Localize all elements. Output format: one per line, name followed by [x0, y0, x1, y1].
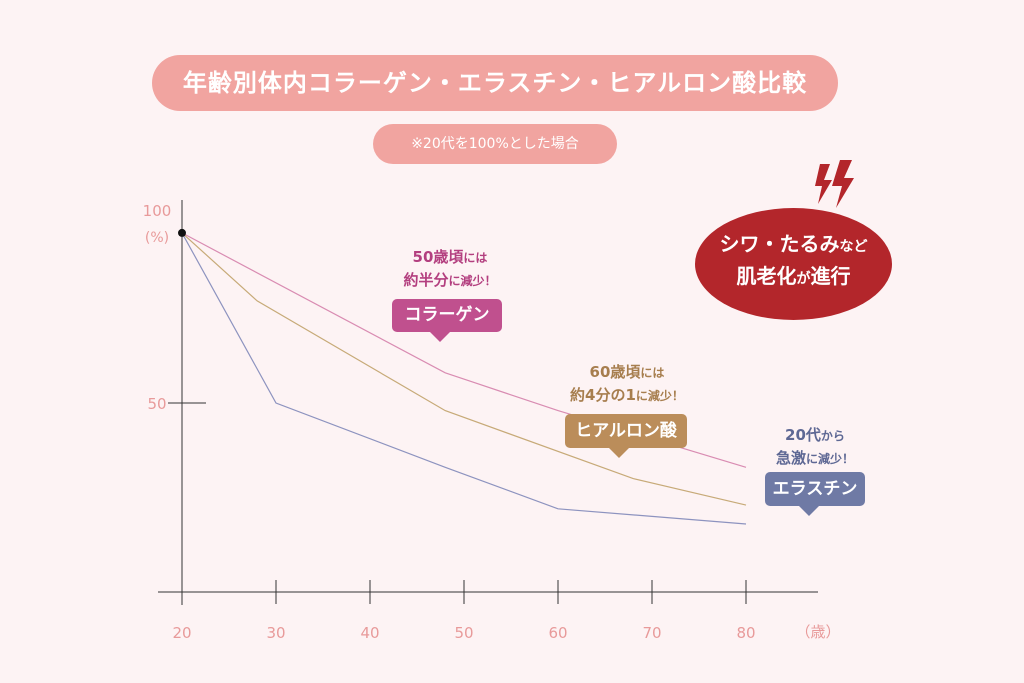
note-text-small: に減少！	[635, 389, 684, 403]
y-tick-label: 50	[147, 395, 166, 413]
note-text-small: に減少！	[448, 274, 497, 288]
collagen-note: 50歳頃には 約半分に減少！	[385, 246, 515, 292]
elastin-label-text: エラスチン	[772, 479, 858, 499]
badge-text-small: が	[796, 271, 811, 287]
elastin-label: エラスチン	[765, 472, 865, 516]
note-text: 50歳頃	[412, 248, 464, 266]
elastin-label-tail	[799, 506, 819, 516]
note-text-small: には	[640, 366, 665, 380]
note-text-small: には	[463, 251, 488, 265]
chart-subtitle: ※20代を100%とした場合	[373, 124, 617, 164]
chart-title: 年齢別体内コラーゲン・エラスチン・ヒアルロン酸比較	[152, 55, 838, 111]
badge-text-small: など	[839, 239, 868, 255]
note-text: 約4分の1	[570, 386, 636, 404]
note-text: 20代	[785, 426, 821, 444]
collagen-label-text: コラーゲン	[404, 305, 490, 325]
collagen-label-tail	[430, 332, 450, 342]
x-tick-label: 70	[642, 624, 661, 642]
series-line	[181, 232, 747, 506]
elastin-note: 20代から 急激に減少！	[760, 424, 870, 470]
badge-text: シワ・たるみ	[719, 232, 840, 256]
x-tick-label: 30	[266, 624, 285, 642]
note-text: 急激	[775, 449, 806, 467]
y-axis-unit: (%)	[145, 230, 169, 246]
badge-text: 肌老化	[736, 264, 797, 288]
note-text: 60歳頃	[589, 363, 641, 381]
note-text-small: から	[820, 429, 845, 443]
badge-text: 進行	[810, 264, 851, 288]
start-point-marker	[178, 228, 186, 237]
collagen-label: コラーゲン	[392, 299, 502, 342]
hyaluronic-note: 60歳頃には 約4分の1に減少！	[552, 361, 702, 407]
hyaluronic-label-text: ヒアルロン酸	[575, 421, 677, 441]
hyaluronic-label: ヒアルロン酸	[565, 414, 687, 458]
y-tick-label: 100	[143, 202, 172, 220]
skin-aging-badge: シワ・たるみなど 肌老化が進行	[695, 208, 892, 320]
hyaluronic-label-tail	[609, 448, 629, 458]
note-text-small: に減少！	[806, 452, 855, 466]
x-tick-label: 60	[548, 624, 567, 642]
x-tick-label: 80	[736, 624, 755, 642]
x-tick-label: 20	[172, 624, 191, 642]
x-tick-label: 50	[454, 624, 473, 642]
note-text: 約半分	[403, 271, 449, 289]
lightning-icon	[815, 160, 854, 208]
x-axis-unit: （歳）	[795, 623, 840, 641]
x-tick-label: 40	[360, 624, 379, 642]
series-line	[181, 232, 747, 525]
